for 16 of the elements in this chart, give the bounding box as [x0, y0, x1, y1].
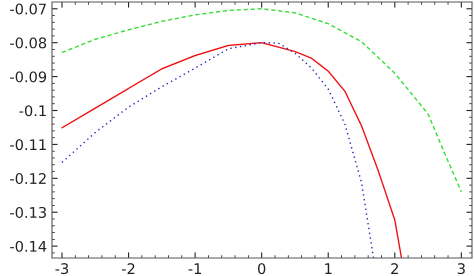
y-tick-label: -0.12: [10, 173, 46, 184]
y-tick-label: -0.09: [10, 71, 46, 82]
x-tick-label: 3: [458, 263, 465, 274]
y-tick-label: -0.11: [10, 139, 46, 150]
x-tick-label: 2: [391, 263, 398, 274]
x-tick-label: 0: [258, 263, 266, 274]
line-series: [61, 8, 462, 193]
x-tick-label: -2: [122, 263, 134, 274]
y-tick-label: -0.08: [10, 37, 46, 48]
y-tick-label: -0.13: [10, 206, 46, 218]
x-tick-label: -3: [55, 263, 68, 274]
y-tick-label: -0.1: [19, 105, 46, 116]
x-tick-label: 1: [325, 263, 332, 274]
x-tick-label: -1: [188, 263, 202, 274]
y-tick-label: -0.14: [10, 240, 46, 252]
y-tick-label: -0.07: [10, 4, 46, 15]
